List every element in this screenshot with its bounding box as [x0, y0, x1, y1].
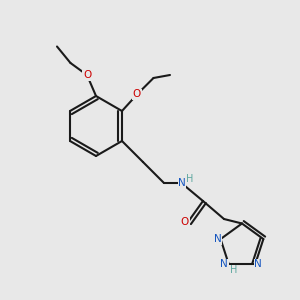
Text: H: H	[186, 173, 193, 184]
Text: N: N	[178, 178, 186, 188]
Text: H: H	[230, 265, 237, 275]
Text: N: N	[220, 259, 228, 269]
Text: O: O	[181, 217, 189, 227]
Text: N: N	[254, 259, 262, 269]
Text: O: O	[133, 89, 141, 100]
Text: O: O	[83, 70, 91, 80]
Text: N: N	[214, 234, 221, 244]
